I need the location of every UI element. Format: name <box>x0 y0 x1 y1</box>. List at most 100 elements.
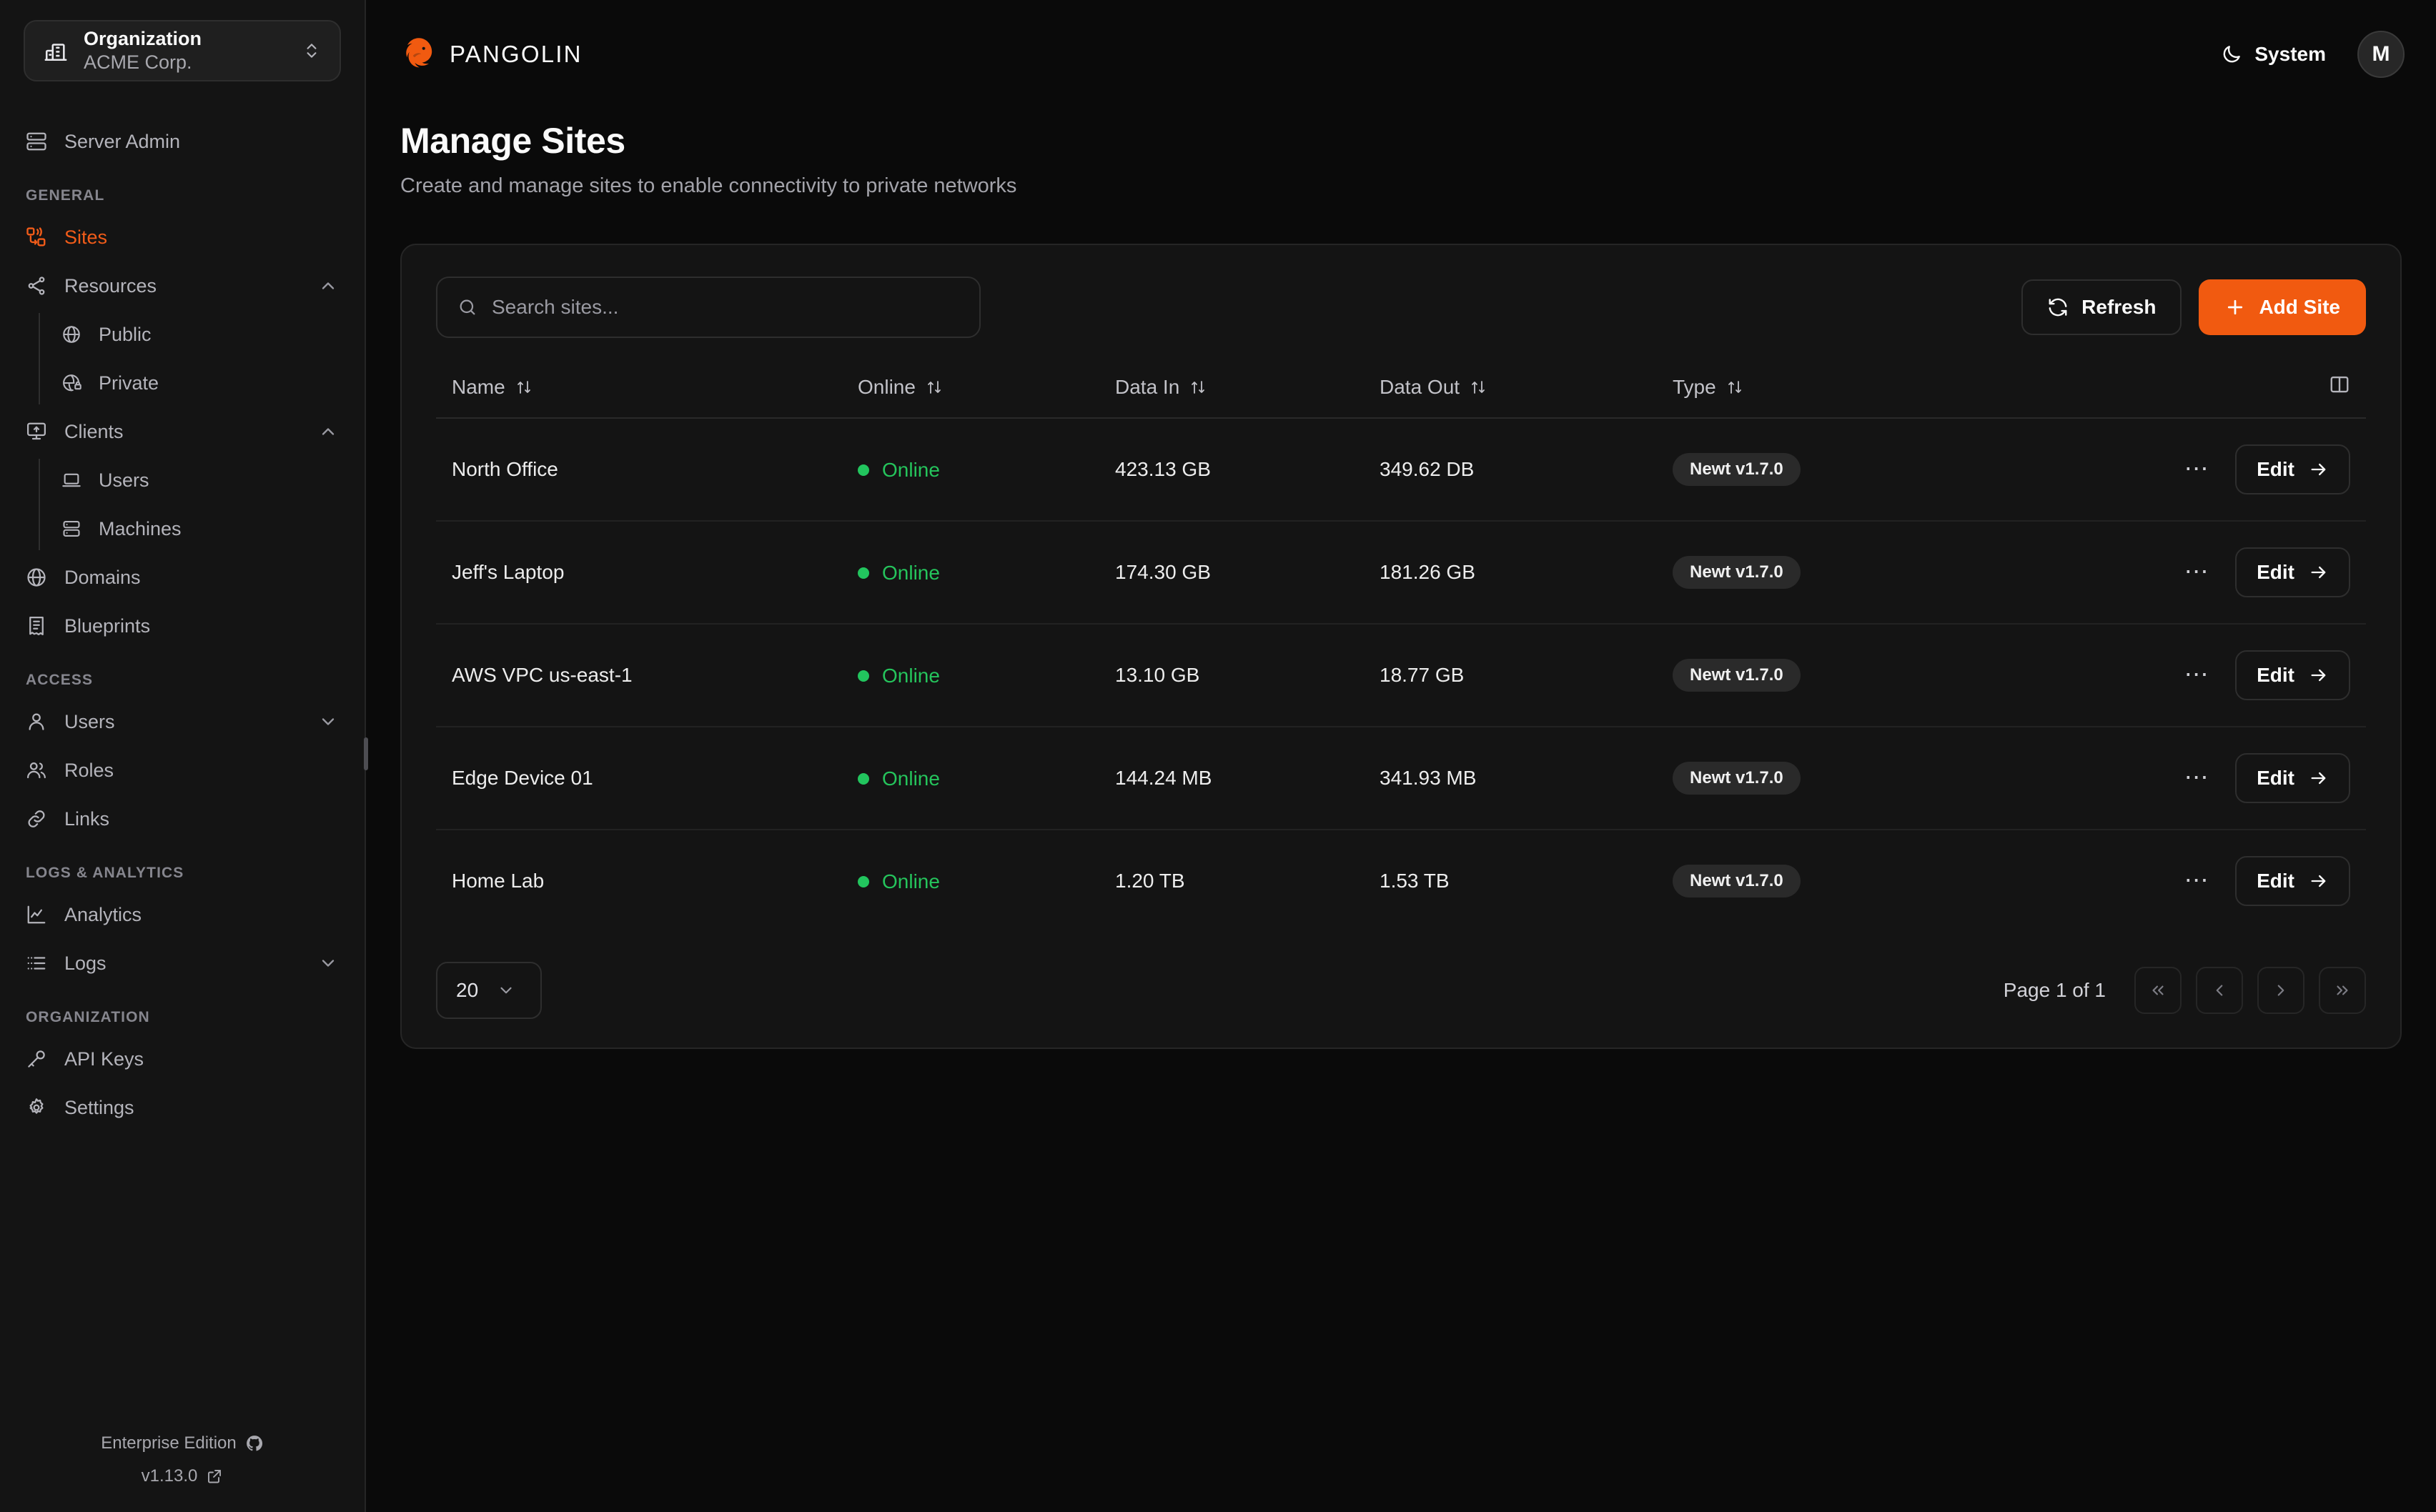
status-badge: Online <box>882 870 940 892</box>
theme-toggle[interactable]: System <box>2211 36 2336 73</box>
sidebar-group-access: ACCESS <box>26 672 94 688</box>
cell-name: Jeff's Laptop <box>436 521 858 625</box>
cell-data-in: 1.20 TB <box>1115 870 1185 892</box>
search-box[interactable] <box>436 277 981 338</box>
external-link-icon <box>206 1468 223 1485</box>
prev-page-button[interactable] <box>2196 967 2243 1014</box>
add-site-button[interactable]: Add Site <box>2199 279 2366 335</box>
globe-icon <box>26 567 47 588</box>
sidebar-item-domains[interactable]: Domains <box>0 553 365 602</box>
sidebar-item-machines[interactable]: Machines <box>0 504 365 553</box>
sidebar-item-logs[interactable]: Logs <box>0 939 365 988</box>
sidebar-item-roles[interactable]: Roles <box>0 746 365 795</box>
cell-data-in: 144.24 MB <box>1115 727 1380 830</box>
edition-link[interactable]: Enterprise Edition <box>101 1433 263 1453</box>
refresh-button[interactable]: Refresh <box>2021 279 2182 335</box>
table-header-row: Name Online <box>436 361 2366 419</box>
column-header-data-in[interactable]: Data In <box>1115 361 1380 419</box>
sidebar-item-label: Sites <box>64 226 108 248</box>
edit-button[interactable]: Edit <box>2235 753 2350 803</box>
sidebar-item-clients[interactable]: Clients <box>0 407 365 456</box>
sidebar-group-general: GENERAL <box>26 187 105 204</box>
column-header-name[interactable]: Name <box>436 361 858 419</box>
edit-label: Edit <box>2257 870 2294 892</box>
chevron-up-icon <box>317 275 339 297</box>
sidebar-item-settings[interactable]: Settings <box>0 1083 365 1132</box>
sidebar-item-label: Settings <box>64 1096 134 1118</box>
sort-icon <box>1470 379 1487 396</box>
edit-button[interactable]: Edit <box>2235 856 2350 906</box>
table-row[interactable]: Home Lab Online 1.20 TB 1.53 TB Newt v1.… <box>436 830 2366 932</box>
edit-button[interactable]: Edit <box>2235 650 2350 700</box>
list-icon <box>26 953 47 974</box>
sidebar-item-label: Logs <box>64 952 107 974</box>
status-badge: Online <box>882 664 940 687</box>
last-page-button[interactable] <box>2319 967 2366 1014</box>
search-input[interactable] <box>492 296 959 319</box>
sidebar-item-analytics[interactable]: Analytics <box>0 890 365 939</box>
cell-type: Newt v1.7.0 <box>1673 727 2073 830</box>
sidebar-item-users[interactable]: Users <box>0 697 365 746</box>
arrow-right-icon <box>2309 768 2329 788</box>
edit-button[interactable]: Edit <box>2235 547 2350 597</box>
theme-label: System <box>2254 43 2326 65</box>
sidebar-item-label: Roles <box>64 759 114 781</box>
column-header-online[interactable]: Online <box>858 361 1115 419</box>
sidebar-item-label: Analytics <box>64 903 142 925</box>
cell-data-out: 1.53 TB <box>1380 870 1450 892</box>
version-link[interactable]: v1.13.0 <box>142 1466 224 1486</box>
next-page-button[interactable] <box>2257 967 2304 1014</box>
server-icon <box>61 519 81 539</box>
sidebar-item-sites[interactable]: Sites <box>0 213 365 262</box>
row-menu-button[interactable]: ⋯ <box>2184 764 2211 792</box>
globe-icon <box>61 324 81 344</box>
sidebar-item-private[interactable]: Private <box>0 359 365 407</box>
row-menu-button[interactable]: ⋯ <box>2184 455 2211 483</box>
brand-name: PANGOLIN <box>450 41 583 67</box>
sidebar-item-resources[interactable]: Resources <box>0 262 365 310</box>
edit-button[interactable]: Edit <box>2235 444 2350 494</box>
column-label: Name <box>452 375 505 398</box>
chevron-down-icon <box>497 981 515 1000</box>
arrow-right-icon <box>2309 459 2329 479</box>
sidebar-item-client-users[interactable]: Users <box>0 456 365 504</box>
page-size-select[interactable]: 20 <box>436 962 542 1019</box>
brand[interactable]: PANGOLIN <box>400 36 583 73</box>
first-page-button[interactable] <box>2134 967 2182 1014</box>
chevrons-up-down-icon <box>302 41 321 60</box>
table-body: North Office Online 423.13 GB 349.62 DB … <box>436 418 2366 932</box>
sidebar-item-links[interactable]: Links <box>0 795 365 843</box>
sidebar-item-public[interactable]: Public <box>0 310 365 359</box>
columns-toggle-icon[interactable] <box>2329 374 2350 395</box>
sidebar-resize-handle[interactable] <box>364 737 368 770</box>
type-badge: Newt v1.7.0 <box>1673 453 1801 486</box>
table-row[interactable]: AWS VPC us-east-1 Online 13.10 GB 18.77 … <box>436 624 2366 727</box>
table-row[interactable]: North Office Online 423.13 GB 349.62 DB … <box>436 418 2366 522</box>
cell-data-out: 349.62 DB <box>1380 418 1673 522</box>
clients-subnav: Users Machines <box>0 456 365 553</box>
building-icon <box>44 39 68 63</box>
users-icon <box>26 760 47 781</box>
page-header: Manage Sites Create and manage sites to … <box>0 109 2436 198</box>
sidebar-item-api-keys[interactable]: API Keys <box>0 1035 365 1083</box>
pager-buttons <box>2134 967 2366 1014</box>
status-badge: Online <box>882 767 940 790</box>
sidebar-group-organization: ORGANIZATION <box>26 1009 150 1025</box>
row-menu-button[interactable]: ⋯ <box>2184 661 2211 689</box>
edit-label: Edit <box>2257 458 2294 480</box>
sidebar-item-label: Links <box>64 807 110 830</box>
cell-actions: ⋯ Edit <box>2073 521 2366 625</box>
column-header-type[interactable]: Type <box>1673 361 2073 419</box>
cell-data-out: 18.77 GB <box>1380 624 1673 727</box>
avatar[interactable]: M <box>2357 31 2405 78</box>
row-menu-button[interactable]: ⋯ <box>2184 558 2211 586</box>
org-switcher[interactable]: Organization ACME Corp. <box>24 20 341 81</box>
sidebar-item-server-admin[interactable]: Server Admin <box>0 117 365 166</box>
table-row[interactable]: Jeff's Laptop Online 174.30 GB 181.26 GB… <box>436 521 2366 625</box>
sidebar-item-blueprints[interactable]: Blueprints <box>0 602 365 650</box>
row-menu-button[interactable]: ⋯ <box>2184 867 2211 895</box>
page-title: Manage Sites <box>400 121 625 161</box>
sidebar-item-label: Public <box>99 323 152 345</box>
table-row[interactable]: Edge Device 01 Online 144.24 MB 341.93 M… <box>436 727 2366 830</box>
column-header-data-out[interactable]: Data Out <box>1380 361 1673 419</box>
